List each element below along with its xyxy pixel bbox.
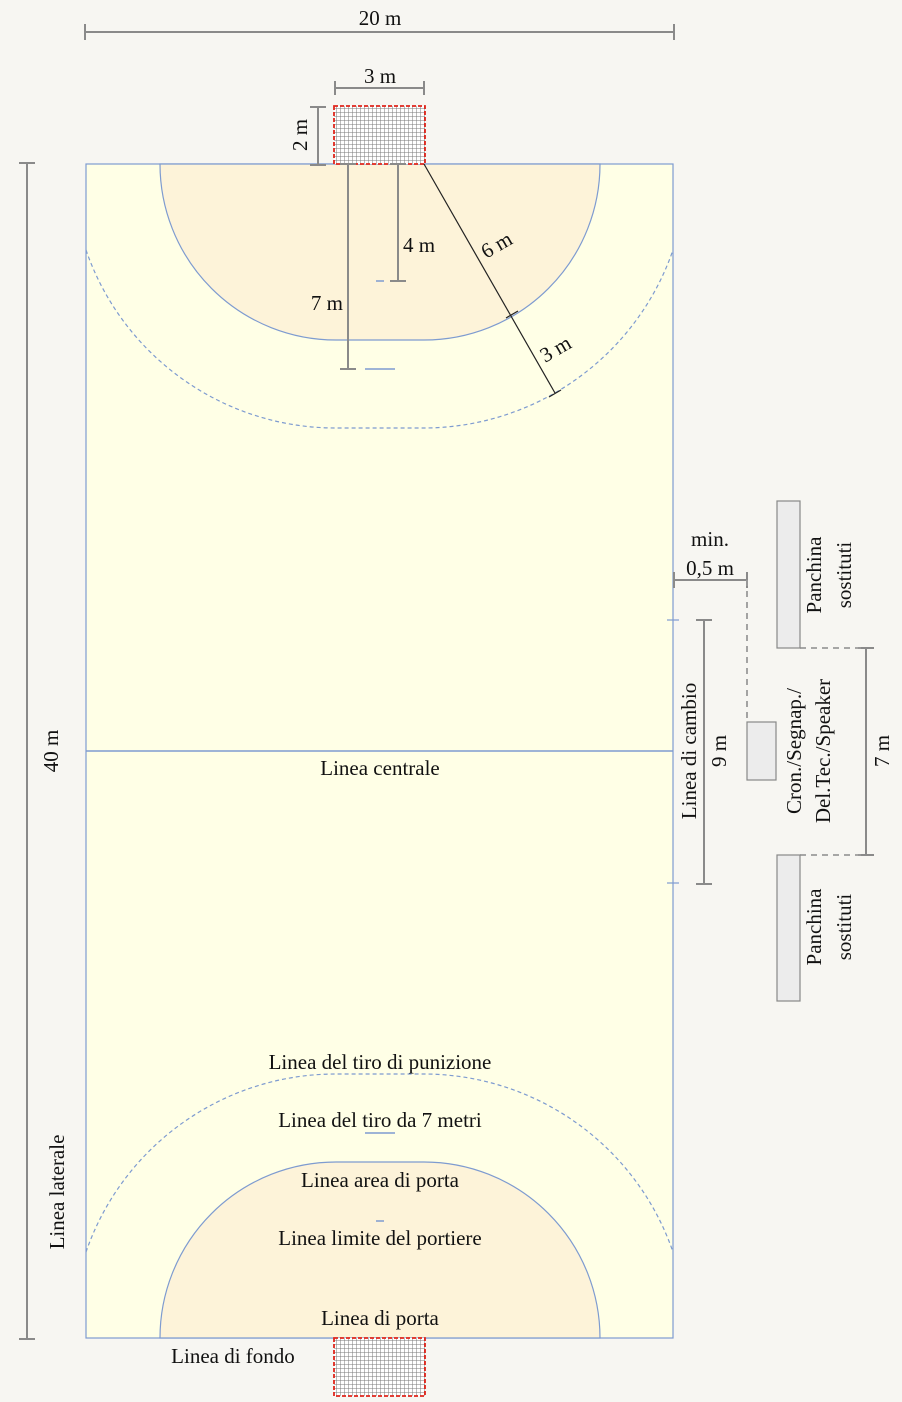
bench-top-label-2: sostituti (832, 542, 856, 609)
goal-depth-label: 2 m (288, 119, 312, 151)
bench-top-label-1: Panchina (802, 536, 826, 614)
free-throw-line-label: Linea del tiro di punizione (269, 1050, 492, 1074)
seven-meter-dimension-line (340, 163, 356, 370)
free-throw-line-top (85, 249, 674, 429)
substitution-dimension-line (696, 619, 712, 885)
goal-line-label: Linea di porta (321, 1306, 439, 1330)
length-label: 40 m (39, 730, 63, 773)
goal-width-label: 3 m (364, 64, 396, 88)
goal-area-line-label: Linea area di porta (301, 1168, 460, 1192)
bench-bottom (776, 854, 801, 1002)
officials-label-2: Del.Tec./Speaker (811, 679, 835, 823)
goalkeeper-limit-label: 4 m (403, 233, 435, 257)
goalkeeper-limit-line-label: Linea limite del portiere (278, 1226, 482, 1250)
seven-meter-label: 7 m (311, 291, 343, 315)
officials-label-1: Cron./Segnap./ (782, 688, 806, 814)
goal-net-bottom (333, 1337, 426, 1397)
width-dimension-line (84, 24, 675, 40)
goal-width-dimension-line (334, 81, 425, 95)
bench-bottom-label-1: Panchina (802, 888, 826, 966)
goal-net-top (333, 105, 426, 165)
substitution-line-label: Linea di cambio (677, 683, 701, 819)
length-dimension-line (19, 162, 35, 1340)
goal-area-top (159, 163, 601, 341)
goal-area-bottom (159, 1161, 601, 1339)
bench-bottom-label-2: sostituti (832, 894, 856, 961)
goal-depth-dimension-line (310, 106, 326, 166)
width-label: 20 m (359, 6, 402, 30)
bench-distance-value: 0,5 m (686, 556, 734, 580)
bench-distance-prefix: min. (691, 527, 729, 551)
officials-table (746, 721, 777, 781)
seven-meter-line-label: Linea del tiro da 7 metri (278, 1108, 482, 1132)
center-line-label: Linea centrale (320, 756, 440, 780)
bench-zone-label: 7 m (870, 735, 894, 767)
bench-top (776, 500, 801, 649)
substitution-length-label: 9 m (707, 735, 731, 767)
goalkeeper-limit-dimension-line (390, 163, 406, 282)
end-line-label: Linea di fondo (171, 1344, 295, 1368)
goal-area-radius-line (423, 163, 562, 398)
side-line-label: Linea laterale (45, 1135, 69, 1250)
free-throw-line-bottom (85, 1073, 674, 1253)
